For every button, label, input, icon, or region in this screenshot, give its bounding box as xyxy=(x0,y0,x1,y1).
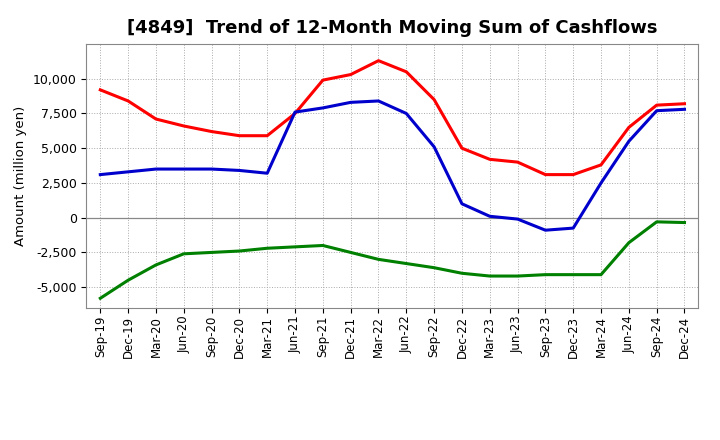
Investing Cashflow xyxy=(569,272,577,277)
Operating Cashflow xyxy=(96,87,104,92)
Investing Cashflow xyxy=(680,220,689,225)
Investing Cashflow xyxy=(179,251,188,257)
Investing Cashflow xyxy=(597,272,606,277)
Free Cashflow xyxy=(152,166,161,172)
Free Cashflow xyxy=(430,144,438,150)
Free Cashflow xyxy=(597,180,606,186)
Operating Cashflow xyxy=(624,125,633,130)
Free Cashflow xyxy=(541,227,550,233)
Operating Cashflow xyxy=(569,172,577,177)
Operating Cashflow xyxy=(680,101,689,106)
Operating Cashflow xyxy=(346,72,355,77)
Free Cashflow xyxy=(124,169,132,175)
Operating Cashflow xyxy=(374,58,383,63)
Free Cashflow xyxy=(318,105,327,110)
Operating Cashflow xyxy=(513,159,522,165)
Operating Cashflow xyxy=(541,172,550,177)
Investing Cashflow xyxy=(96,296,104,301)
Investing Cashflow xyxy=(374,257,383,262)
Operating Cashflow xyxy=(597,162,606,168)
Free Cashflow xyxy=(680,106,689,112)
Investing Cashflow xyxy=(291,244,300,249)
Free Cashflow xyxy=(374,98,383,103)
Free Cashflow xyxy=(207,166,216,172)
Free Cashflow xyxy=(179,166,188,172)
Investing Cashflow xyxy=(235,249,243,254)
Investing Cashflow xyxy=(207,250,216,255)
Y-axis label: Amount (million yen): Amount (million yen) xyxy=(14,106,27,246)
Free Cashflow xyxy=(263,171,271,176)
Operating Cashflow xyxy=(458,146,467,151)
Line: Operating Cashflow: Operating Cashflow xyxy=(100,61,685,175)
Free Cashflow xyxy=(652,108,661,114)
Operating Cashflow xyxy=(263,133,271,138)
Operating Cashflow xyxy=(318,77,327,83)
Investing Cashflow xyxy=(485,273,494,279)
Free Cashflow xyxy=(96,172,104,177)
Investing Cashflow xyxy=(652,219,661,224)
Operating Cashflow xyxy=(235,133,243,138)
Free Cashflow xyxy=(569,225,577,231)
Free Cashflow xyxy=(485,214,494,219)
Free Cashflow xyxy=(513,216,522,222)
Operating Cashflow xyxy=(402,69,410,74)
Operating Cashflow xyxy=(124,98,132,103)
Investing Cashflow xyxy=(624,240,633,246)
Free Cashflow xyxy=(402,111,410,116)
Operating Cashflow xyxy=(652,103,661,108)
Investing Cashflow xyxy=(430,265,438,270)
Investing Cashflow xyxy=(541,272,550,277)
Line: Investing Cashflow: Investing Cashflow xyxy=(100,222,685,298)
Operating Cashflow xyxy=(485,157,494,162)
Operating Cashflow xyxy=(207,129,216,134)
Investing Cashflow xyxy=(513,273,522,279)
Investing Cashflow xyxy=(124,278,132,283)
Title: [4849]  Trend of 12-Month Moving Sum of Cashflows: [4849] Trend of 12-Month Moving Sum of C… xyxy=(127,19,657,37)
Operating Cashflow xyxy=(430,97,438,102)
Line: Free Cashflow: Free Cashflow xyxy=(100,101,685,230)
Free Cashflow xyxy=(291,110,300,115)
Investing Cashflow xyxy=(318,243,327,248)
Operating Cashflow xyxy=(291,111,300,116)
Free Cashflow xyxy=(624,139,633,144)
Investing Cashflow xyxy=(402,261,410,266)
Operating Cashflow xyxy=(179,123,188,128)
Free Cashflow xyxy=(235,168,243,173)
Investing Cashflow xyxy=(152,262,161,268)
Free Cashflow xyxy=(346,100,355,105)
Investing Cashflow xyxy=(263,246,271,251)
Investing Cashflow xyxy=(458,271,467,276)
Investing Cashflow xyxy=(346,250,355,255)
Operating Cashflow xyxy=(152,117,161,122)
Free Cashflow xyxy=(458,201,467,206)
